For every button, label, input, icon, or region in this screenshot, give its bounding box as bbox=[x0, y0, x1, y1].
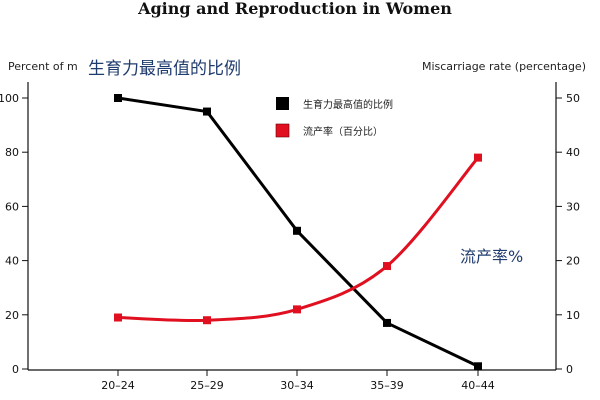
legend-label-fertility: 生育力最高值的比例 bbox=[303, 98, 393, 111]
point-miscarriage bbox=[474, 153, 482, 162]
left-tick-label: 100 bbox=[0, 92, 19, 105]
right-tick-label: 30 bbox=[566, 200, 580, 213]
left-tick-label: 60 bbox=[5, 200, 19, 213]
legend-swatch-fertility bbox=[276, 97, 289, 110]
right-tick-label: 20 bbox=[566, 255, 580, 268]
x-tick-label: 20–24 bbox=[101, 379, 135, 392]
right-tick-label: 0 bbox=[566, 363, 573, 376]
x-tick-label: 35–39 bbox=[370, 379, 404, 392]
legend: 生育力最高值的比例 流产率（百分比） bbox=[275, 97, 393, 138]
right-tick-label: 50 bbox=[566, 92, 580, 105]
right-ticks: 0 10 20 30 40 50 bbox=[556, 92, 580, 376]
point-fertility bbox=[383, 318, 391, 327]
left-tick-label: 20 bbox=[5, 309, 19, 322]
legend-label-miscarriage: 流产率（百分比） bbox=[303, 125, 383, 138]
right-annotation: 流产率% bbox=[460, 247, 523, 266]
x-ticks: 20–24 25–29 30–34 35–39 40–44 bbox=[101, 370, 495, 392]
point-miscarriage bbox=[383, 262, 391, 271]
point-fertility bbox=[293, 226, 301, 235]
point-miscarriage bbox=[203, 316, 211, 325]
left-tick-label: 80 bbox=[5, 146, 19, 159]
point-fertility bbox=[474, 362, 482, 371]
series-line-miscarriage bbox=[117, 156, 480, 323]
right-tick-label: 40 bbox=[566, 146, 580, 159]
chart-title: Aging and Reproduction in Women bbox=[137, 0, 452, 18]
right-axis-title: Miscarriage rate (percentage) bbox=[422, 60, 586, 73]
x-tick-label: 40–44 bbox=[461, 379, 495, 392]
x-tick-label: 25–29 bbox=[190, 379, 224, 392]
left-ticks: 0 20 40 60 80 100 bbox=[0, 92, 28, 376]
point-fertility bbox=[114, 94, 122, 102]
x-tick-label: 30–34 bbox=[280, 379, 314, 392]
point-miscarriage bbox=[293, 305, 301, 314]
right-tick-label: 10 bbox=[566, 309, 580, 322]
left-annotation: 生育力最高值的比例 bbox=[88, 59, 241, 79]
left-tick-label: 0 bbox=[12, 363, 19, 376]
left-axis-title: Percent of m bbox=[8, 60, 78, 73]
point-miscarriage bbox=[114, 313, 122, 322]
series-layer bbox=[114, 94, 482, 371]
point-fertility bbox=[203, 107, 211, 116]
left-tick-label: 40 bbox=[5, 255, 19, 268]
legend-swatch-miscarriage bbox=[275, 123, 290, 138]
